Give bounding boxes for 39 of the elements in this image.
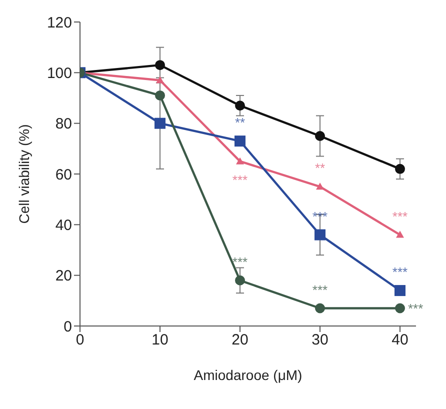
annotation: *** (312, 282, 328, 298)
point (396, 230, 404, 238)
y-tick-label: 80 (55, 116, 72, 133)
point (395, 303, 405, 314)
x-tick-label: 20 (232, 332, 248, 349)
point (155, 60, 165, 70)
x-axis-title: Amiodarooe (μM) (194, 367, 302, 383)
point (155, 90, 165, 100)
point (394, 285, 406, 296)
point (235, 100, 245, 111)
annotation: *** (232, 172, 248, 188)
y-tick-label: 120 (46, 14, 72, 32)
annotation: *** (408, 300, 424, 316)
y-tick-label: 20 (55, 268, 72, 285)
y-tick-label: 40 (55, 216, 72, 234)
x-tick-label: 10 (152, 332, 168, 349)
y-tick-label: 60 (55, 166, 72, 184)
x-tick-label: 30 (312, 332, 328, 349)
point (156, 76, 164, 84)
point (236, 157, 244, 164)
x-tick-label: 40 (392, 332, 408, 349)
x-tick-label: 0 (76, 332, 84, 349)
point (314, 229, 326, 240)
annotation: *** (232, 254, 248, 270)
point (395, 164, 405, 174)
annotation: ** (234, 115, 246, 130)
y-tick-label: 0 (64, 318, 72, 336)
point (315, 131, 325, 141)
y-axis-title: Cell viability (%) (16, 124, 32, 224)
annotation: *** (392, 264, 408, 280)
point (234, 136, 246, 147)
point (235, 275, 245, 286)
point (316, 182, 324, 190)
y-tick-label: 100 (46, 64, 72, 82)
annotation: ** (314, 160, 326, 176)
point (315, 303, 325, 314)
point (154, 118, 166, 129)
annotation: *** (392, 208, 408, 224)
annotation: *** (312, 208, 328, 224)
